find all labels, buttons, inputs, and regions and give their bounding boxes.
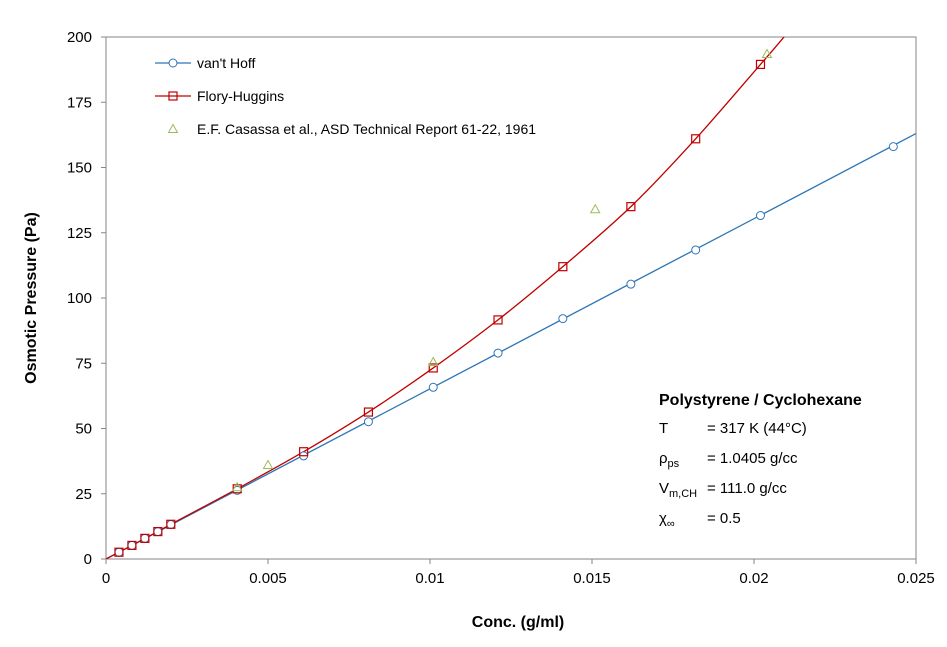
data-point-square: [140, 533, 150, 543]
y-tick-label: 50: [75, 421, 92, 438]
data-point-circle: [558, 314, 568, 324]
legend-label: E.F. Casassa et al., ASD Technical Repor…: [197, 121, 536, 137]
x-tick-label: 0.025: [897, 570, 935, 587]
x-axis-ticks: 0 0.005 0.01 0.015 0.02 0.025: [102, 559, 935, 587]
data-point-square: [691, 134, 701, 144]
annotation-value: = 0.5: [707, 510, 741, 527]
annotation-value: = 1.0405 g/cc: [707, 450, 798, 467]
data-point-circle: [166, 520, 176, 530]
annotation-row: χ∞ = 0.5: [659, 510, 929, 540]
data-point-square: [232, 484, 242, 494]
y-tick-label: 0: [84, 551, 92, 568]
annotation-row: T = 317 K (44°C): [659, 420, 929, 450]
data-point-triangle: [427, 356, 439, 366]
series-line: [106, 37, 785, 559]
data-point-triangle: [167, 123, 179, 133]
x-tick-label: 0.02: [739, 570, 768, 587]
data-point-square: [493, 315, 503, 325]
annotation-value: = 111.0 g/cc: [707, 480, 787, 497]
data-point-circle: [363, 417, 373, 427]
annotation-title: Polystyrene / Cyclohexane: [659, 392, 862, 409]
annotation-row: ρps = 1.0405 g/cc: [659, 450, 929, 480]
y-axis-ticks: 0 25 50 75 100 125 150 175 200: [67, 29, 106, 568]
y-tick-label: 175: [67, 94, 92, 111]
data-point-circle: [755, 211, 765, 221]
annotation-symbol: ρps: [659, 450, 680, 470]
annotation-symbol: T: [659, 420, 669, 437]
data-point-square: [153, 526, 163, 537]
data-point-triangle: [589, 203, 601, 214]
data-point-square: [626, 202, 636, 212]
x-tick-label: 0.015: [573, 570, 611, 587]
y-tick-label: 150: [67, 160, 92, 177]
y-tick-label: 125: [67, 225, 92, 242]
y-tick-label: 25: [75, 486, 92, 503]
x-tick-label: 0.01: [415, 570, 444, 587]
data-point-circle: [127, 540, 137, 550]
data-point-square: [299, 447, 309, 457]
data-point-circle: [140, 533, 150, 543]
y-tick-label: 200: [67, 29, 92, 46]
legend-item: E.F. Casassa et al., ASD Technical Repor…: [167, 121, 536, 137]
legend: van't Hoff Flory-Huggins E.F. Casassa et a…: [155, 55, 536, 137]
data-point-circle: [114, 547, 124, 557]
data-point-circle: [691, 245, 701, 255]
data-point-square: [114, 547, 124, 557]
data-point-triangle: [761, 48, 773, 58]
legend-item: Flory-Huggins: [155, 88, 284, 104]
x-tick-label: 0.005: [249, 570, 287, 587]
data-point-circle: [168, 58, 178, 68]
data-point-square: [558, 262, 568, 272]
data-point-triangle: [262, 459, 274, 470]
legend-label: van't Hoff: [197, 55, 256, 71]
data-point-circle: [888, 142, 898, 152]
data-point-circle: [626, 279, 636, 289]
annotation-row: Vm,CH = 111.0 g/cc: [659, 480, 929, 510]
data-point-circle: [493, 348, 503, 358]
annotation-box: Polystyrene / Cyclohexane T = 317 K (44°…: [659, 392, 929, 540]
series-markers: [114, 48, 898, 557]
data-point-square: [166, 519, 176, 529]
legend-item: van't Hoff: [155, 55, 256, 71]
data-point-square: [755, 59, 766, 70]
x-tick-label: 0: [102, 570, 110, 587]
y-axis-title: Osmotic Pressure (Pa): [23, 212, 40, 384]
annotation-value: = 317 K (44°C): [707, 420, 807, 437]
data-point-square: [127, 540, 137, 551]
x-axis-title: Conc. (g/ml): [472, 614, 564, 631]
legend-label: Flory-Huggins: [197, 88, 284, 104]
data-point-square: [363, 407, 374, 417]
y-tick-label: 100: [67, 290, 92, 307]
annotation-symbol: χ∞: [659, 510, 675, 530]
data-point-triangle: [231, 481, 243, 492]
data-point-square: [168, 91, 178, 101]
y-tick-label: 75: [75, 355, 92, 372]
data-point-circle: [153, 527, 163, 537]
data-point-square: [428, 363, 438, 373]
data-point-circle: [428, 382, 438, 392]
annotation-symbol: Vm,CH: [659, 480, 698, 500]
